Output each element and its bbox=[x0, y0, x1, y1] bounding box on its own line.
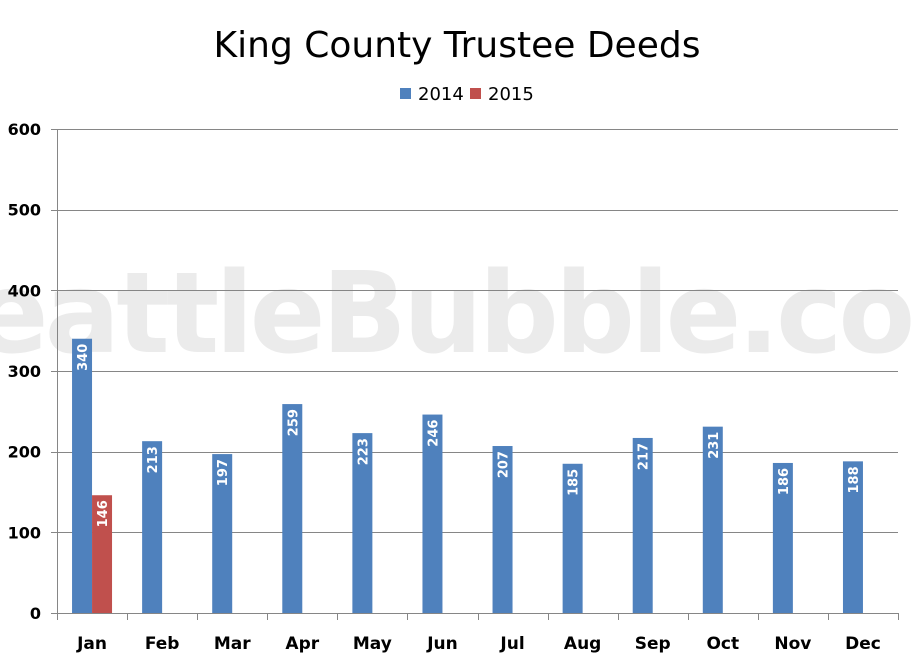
data-label: 197 bbox=[216, 459, 231, 486]
x-tick-label: Apr bbox=[285, 634, 319, 654]
bar-2014-aug bbox=[562, 463, 583, 613]
x-tick-label: Jul bbox=[499, 634, 524, 654]
data-label: 231 bbox=[707, 432, 722, 459]
data-label: 188 bbox=[847, 466, 862, 493]
data-label: 185 bbox=[567, 469, 582, 496]
data-label: 146 bbox=[96, 500, 111, 527]
y-tick-label: 400 bbox=[8, 281, 41, 300]
data-label: 259 bbox=[286, 409, 301, 436]
data-label: 213 bbox=[146, 446, 161, 473]
bar-2014-may bbox=[352, 433, 373, 613]
data-label: 340 bbox=[76, 344, 91, 371]
bar-2014-oct bbox=[702, 426, 723, 613]
x-tick-label: Nov bbox=[774, 634, 811, 654]
bar-2014-nov bbox=[772, 462, 793, 613]
x-tick-label: Oct bbox=[706, 634, 739, 654]
bar-2014-sep bbox=[632, 437, 653, 613]
legend-swatch-2014 bbox=[400, 88, 411, 99]
legend-label-2014: 2014 bbox=[418, 84, 464, 105]
bar-2014-jan bbox=[72, 338, 93, 613]
gridlines bbox=[57, 129, 898, 533]
legend: 2014 2015 bbox=[400, 84, 534, 105]
x-tick-label: Feb bbox=[145, 634, 180, 654]
y-tick-label: 600 bbox=[8, 120, 41, 139]
bar-2014-apr bbox=[282, 404, 303, 613]
bar-2015-jan bbox=[92, 495, 113, 613]
x-tick-label: Mar bbox=[214, 634, 251, 654]
watermark: SeattleBubble.com bbox=[0, 249, 915, 379]
x-tick-label: Jun bbox=[426, 634, 458, 654]
legend-swatch-2015 bbox=[470, 88, 481, 99]
y-tick-label: 500 bbox=[8, 201, 41, 220]
x-tick-label: Aug bbox=[564, 634, 601, 654]
x-tick-label: Dec bbox=[845, 634, 881, 654]
data-label: 186 bbox=[777, 468, 792, 495]
bar-2014-jul bbox=[492, 446, 513, 613]
legend-label-2015: 2015 bbox=[488, 84, 534, 105]
data-label: 246 bbox=[426, 420, 441, 447]
data-label: 217 bbox=[637, 443, 652, 470]
x-tick-label: May bbox=[353, 634, 392, 654]
chart-title: King County Trustee Deeds bbox=[214, 25, 701, 66]
y-tick-label: 100 bbox=[8, 523, 41, 542]
bar-2014-jun bbox=[422, 414, 443, 613]
bar-2014-feb bbox=[142, 441, 163, 613]
axes bbox=[51, 129, 899, 620]
data-label: 207 bbox=[497, 451, 512, 478]
x-axis-ticks: Jan Feb Mar Apr May Jun Jul Aug Sep Oct Nov Dec bbox=[76, 634, 881, 654]
bar-2014-dec bbox=[842, 461, 863, 613]
bars bbox=[72, 338, 863, 613]
x-tick-label: Sep bbox=[635, 634, 671, 654]
x-tick-label: Jan bbox=[76, 634, 107, 654]
y-tick-label: 300 bbox=[8, 362, 41, 381]
bar-2014-mar bbox=[212, 454, 233, 613]
data-labels: 340 213 197 259 223 246 207 185 217 231 186 188 146 bbox=[76, 344, 862, 528]
y-tick-label: 200 bbox=[8, 443, 41, 462]
data-label: 223 bbox=[356, 438, 371, 465]
y-tick-label: 0 bbox=[30, 604, 41, 623]
y-axis-ticks: 0 100 200 300 400 500 600 bbox=[8, 120, 41, 623]
